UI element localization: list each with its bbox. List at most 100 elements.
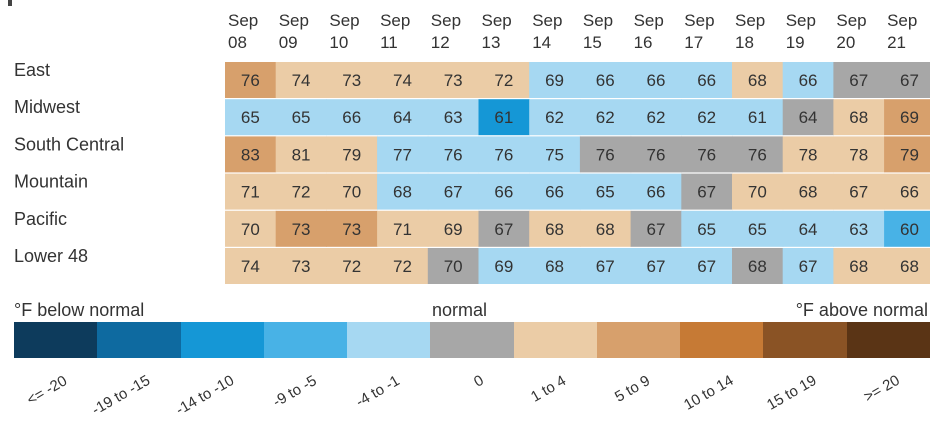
cell-value-label: 64 [799,220,818,239]
cell-value-label: 74 [241,257,260,276]
cell-value-label: 76 [596,145,615,164]
heatmap-cell [630,210,682,247]
date-month-label: Sep [735,11,765,30]
date-month-label: Sep [279,11,309,30]
cell-value-label: 66 [900,183,919,202]
heatmap-cell [377,173,429,210]
cell-value-label: 69 [900,108,919,127]
heatmap-cell [833,136,885,173]
date-month-label: Sep [634,11,664,30]
heatmap-cell [427,99,480,136]
date-month-label: Sep [583,11,613,30]
heatmap-cell [681,173,733,210]
heatmap-cell [478,210,530,247]
legend-tick-label: -9 to -5 [269,372,320,411]
heatmap-cell [833,248,885,284]
cell-value-label: 67 [494,220,513,239]
date-day-label: 18 [735,33,754,52]
cell-value-label: 76 [241,71,260,90]
heatmap-cell [326,248,378,284]
heatmap-cell [225,62,277,98]
heatmap-cell [833,210,885,247]
heatmap-cell [427,248,480,284]
heatmap-cell [579,136,632,173]
date-month-label: Sep [431,11,461,30]
cell-value-label: 61 [748,108,767,127]
heatmap-cell [732,99,784,136]
heatmap-cell [579,210,632,247]
heatmap-cell [275,210,327,247]
date-day-label: 10 [329,33,348,52]
legend-swatch [680,322,765,358]
heatmap-cell [884,99,930,136]
cell-value-label: 79 [342,145,361,164]
heatmap-cell [326,210,378,247]
date-day-label: 09 [279,33,298,52]
cell-value-label: 62 [596,108,615,127]
heatmap-cell [630,173,682,210]
heatmap-cell [884,136,930,173]
legend-tick-label: -19 to -15 [89,371,154,419]
cell-value-label: 72 [494,71,513,90]
heatmap-cell [579,173,632,210]
heatmap-cell [427,210,480,247]
cell-value-label: 72 [342,257,361,276]
cell-value-label: 68 [596,220,615,239]
heatmap-cell [225,136,277,173]
heatmap-cell [681,99,733,136]
cell-value-label: 64 [393,108,412,127]
cell-value-label: 65 [292,108,311,127]
heatmap-cell [478,248,530,284]
cell-value-label: 81 [292,145,311,164]
cell-value-label: 65 [697,220,716,239]
heatmap-cell [275,99,327,136]
heatmap-cell [326,173,378,210]
region-label: Pacific [14,209,67,229]
heatmap-cell [529,248,581,284]
heatmap-cell [275,136,327,173]
heatmap-cell [377,210,429,247]
heatmap-cell [884,210,930,247]
cell-value-label: 68 [799,183,818,202]
date-month-label: Sep [228,11,258,30]
heatmap-cell [884,173,930,210]
heatmap-cell [377,248,429,284]
date-day-label: 16 [634,33,653,52]
legend-tick-label: 0 [471,371,487,391]
cell-value-label: 78 [849,145,868,164]
date-month-label: Sep [887,11,917,30]
heatmap-cell [579,248,632,284]
heatmap-cell [275,173,327,210]
date-day-label: 21 [887,33,906,52]
date-month-label: Sep [786,11,816,30]
cell-value-label: 76 [748,145,767,164]
region-label: East [14,60,50,80]
date-day-label: 19 [786,33,805,52]
cell-value-label: 66 [646,183,665,202]
legend-swatch [430,322,515,358]
date-month-label: Sep [329,11,359,30]
cell-value-label: 64 [799,108,818,127]
heatmap-cell [732,210,784,247]
region-label: Mountain [14,172,88,192]
cell-value-label: 73 [444,71,463,90]
heatmap-cell [478,173,530,210]
legend-swatch [97,322,182,358]
date-day-label: 14 [532,33,551,52]
cell-value-label: 68 [900,257,919,276]
heatmap-cell [782,248,834,284]
cell-value-label: 76 [646,145,665,164]
cell-value-label: 70 [241,220,260,239]
partial-title-glyph [8,0,12,6]
cell-value-label: 69 [444,220,463,239]
date-month-label: Sep [532,11,562,30]
cell-value-label: 68 [545,220,564,239]
cell-value-label: 68 [545,257,564,276]
cell-value-label: 67 [697,183,716,202]
cell-value-label: 71 [241,183,260,202]
date-month-label: Sep [380,11,410,30]
cell-value-label: 73 [342,71,361,90]
legend-tick-label: <= -20 [24,371,71,409]
cell-value-label: 60 [900,220,919,239]
cell-value-label: 74 [393,71,412,90]
